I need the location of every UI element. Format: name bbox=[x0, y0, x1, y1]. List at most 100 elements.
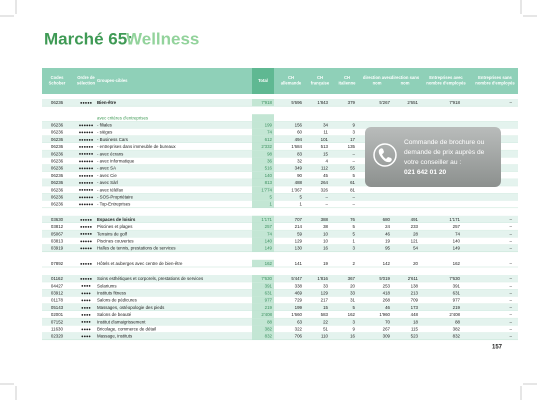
cell: 03912 bbox=[51, 290, 64, 295]
total-cell: 1 bbox=[270, 202, 273, 207]
cell: 9 bbox=[353, 326, 356, 331]
cell: 322 bbox=[295, 326, 303, 331]
row-bg bbox=[42, 296, 518, 304]
row-bg bbox=[42, 200, 518, 208]
cell: 51 bbox=[323, 326, 328, 331]
cell: ●●●●● bbox=[80, 261, 93, 266]
cell: 1'367 bbox=[291, 187, 302, 192]
cell: 07892 bbox=[51, 261, 64, 266]
row-bg bbox=[42, 179, 518, 187]
cell: 70 bbox=[385, 319, 390, 324]
cell: 469 bbox=[295, 290, 303, 295]
cell: 264 bbox=[321, 180, 329, 185]
row-bg bbox=[42, 303, 518, 311]
cell: 06236 bbox=[51, 194, 64, 199]
cell: 83 bbox=[297, 151, 302, 156]
cell: – bbox=[326, 202, 329, 207]
cell: 418 bbox=[383, 290, 391, 295]
cell: ●●●●●● bbox=[79, 130, 94, 135]
cell: 5 bbox=[353, 173, 356, 178]
total-cell-bg bbox=[252, 99, 274, 107]
row-bg bbox=[42, 99, 518, 107]
cell: 135 bbox=[348, 144, 356, 149]
cell: 977 bbox=[453, 298, 461, 303]
cell: 06236 bbox=[51, 166, 64, 171]
cell: 22 bbox=[323, 319, 328, 324]
column-header: Entreprises sans nombre d'employés bbox=[475, 75, 515, 86]
cell: – bbox=[510, 238, 513, 243]
total-cell-bg bbox=[252, 135, 274, 143]
row-bg bbox=[42, 275, 518, 283]
row-bg bbox=[42, 282, 518, 290]
cell: - entreprises dans immeuble de bureaux bbox=[97, 144, 176, 149]
cell: – bbox=[510, 224, 513, 229]
cell: Terrains de golf bbox=[97, 231, 128, 236]
cell: 11630 bbox=[51, 326, 63, 331]
cell: 491 bbox=[411, 217, 419, 222]
total-cell: 98 bbox=[267, 151, 272, 156]
row-bg bbox=[42, 325, 518, 333]
cell: Piscines couvertes bbox=[97, 238, 134, 243]
cell: – bbox=[510, 283, 513, 288]
total-cell: 5 bbox=[270, 194, 273, 199]
row-bg bbox=[42, 237, 518, 245]
cell: ●●●●● bbox=[80, 246, 93, 251]
cell: – bbox=[510, 305, 513, 310]
cell: – bbox=[353, 151, 356, 156]
cell: - avec informatique bbox=[97, 158, 135, 163]
cell: Halles de tennis, prestations de service… bbox=[97, 246, 176, 251]
cell: 199 bbox=[295, 305, 303, 310]
cell: 267 bbox=[383, 326, 391, 331]
cell: 19 bbox=[385, 238, 390, 243]
cell: 2'611 bbox=[408, 276, 419, 281]
cell: 90 bbox=[297, 173, 302, 178]
cell: 33 bbox=[350, 290, 355, 295]
cell: 142 bbox=[383, 261, 391, 266]
total-header-bg bbox=[252, 68, 274, 94]
cell: 06236 bbox=[51, 202, 64, 207]
cell: 257 bbox=[453, 224, 461, 229]
cell: 01162 bbox=[51, 276, 63, 281]
cell: 06236 bbox=[51, 187, 64, 192]
cell: 06236 bbox=[51, 122, 64, 127]
cell: 46 bbox=[385, 305, 390, 310]
cell: 16 bbox=[323, 246, 328, 251]
cell: 76 bbox=[350, 217, 355, 222]
total-cell-bg bbox=[252, 237, 274, 245]
column-header: direction sans nom bbox=[391, 75, 420, 86]
cell: 1 bbox=[300, 202, 303, 207]
cell: 9 bbox=[353, 122, 356, 127]
cell: Solariums bbox=[97, 283, 117, 288]
total-cell: 36 bbox=[267, 158, 272, 163]
cell: 20 bbox=[413, 261, 418, 266]
cell: 24 bbox=[385, 224, 390, 229]
cell: 7'918 bbox=[449, 100, 460, 105]
total-cell-bg bbox=[252, 275, 274, 283]
cell: - SOS-Propriétaire bbox=[97, 194, 134, 199]
total-cell: 813 bbox=[265, 180, 273, 185]
cell: 03812 bbox=[51, 224, 64, 229]
cell: 61 bbox=[350, 180, 355, 185]
cell: 06236 bbox=[51, 100, 64, 105]
cell: 2'408 bbox=[449, 312, 460, 317]
cell: 129 bbox=[295, 238, 303, 243]
total-cell: 612 bbox=[265, 137, 273, 142]
cell: 162 bbox=[453, 261, 461, 266]
cell: ●●●● bbox=[81, 319, 91, 324]
cell: 130 bbox=[295, 246, 303, 251]
cell: 326 bbox=[321, 187, 329, 192]
column-header: Ordre de sélection bbox=[77, 75, 96, 86]
cell: 04427 bbox=[51, 283, 64, 288]
total-cell: 257 bbox=[265, 224, 273, 229]
cell: – bbox=[510, 312, 513, 317]
total-cell-bg bbox=[252, 128, 274, 136]
cell: 88 bbox=[455, 319, 460, 324]
cell: 309 bbox=[383, 334, 391, 339]
cell: 63 bbox=[297, 319, 302, 324]
row-bg bbox=[42, 332, 518, 340]
total-cell: 631 bbox=[265, 290, 273, 295]
cell: Salons de pédicures bbox=[97, 298, 138, 303]
cell: Hôtels et auberges avec centre de bien-ê… bbox=[97, 261, 183, 266]
cell: 15 bbox=[323, 151, 328, 156]
